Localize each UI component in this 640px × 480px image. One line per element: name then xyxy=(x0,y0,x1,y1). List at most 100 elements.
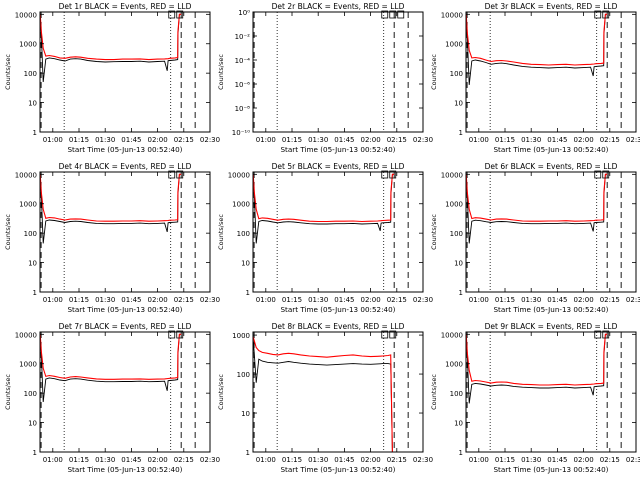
y-tick-label: 100 xyxy=(24,390,37,398)
x-tick-label: 01:00 xyxy=(469,136,489,144)
x-tick-label: 01:30 xyxy=(521,136,541,144)
x-axis-title: Start Time (05-Jun-13 00:52:40) xyxy=(67,145,182,154)
square-marker xyxy=(602,170,610,179)
series-lld-line xyxy=(40,173,182,222)
x-tick-label: 02:30 xyxy=(413,296,433,304)
y-tick-label: 10000 xyxy=(441,11,463,19)
square-marker xyxy=(594,330,602,339)
y-tick-label: 10000 xyxy=(441,171,463,179)
y-tick-label: 1000 xyxy=(232,201,250,209)
y-axis-title: Counts/sec xyxy=(4,54,12,90)
x-tick-label: 02:30 xyxy=(200,136,220,144)
square-marker xyxy=(594,170,602,179)
square-marker xyxy=(168,330,176,339)
x-tick-label: 01:15 xyxy=(69,456,89,464)
x-tick-label: 01:45 xyxy=(121,136,141,144)
x-tick-label: 01:15 xyxy=(282,296,302,304)
y-axis-title: Counts/sec xyxy=(4,374,12,410)
plot-frame xyxy=(252,331,424,453)
x-tick-label: 02:00 xyxy=(574,296,594,304)
series-lld-line xyxy=(40,333,182,380)
plot-frame xyxy=(252,171,424,293)
x-tick-label: 01:45 xyxy=(334,136,354,144)
y-axis-title: Counts/sec xyxy=(430,54,438,90)
x-tick-label: 01:45 xyxy=(121,456,141,464)
x-tick-label: 02:15 xyxy=(387,456,407,464)
x-tick-label: 01:15 xyxy=(282,456,302,464)
y-tick-label: 10⁻¹⁰ xyxy=(232,129,250,137)
series-lld-line xyxy=(253,336,393,452)
y-axis-title: Counts/sec xyxy=(217,54,225,90)
x-tick-label: 01:00 xyxy=(43,296,63,304)
y-tick-label: 1000 xyxy=(19,201,37,209)
x-tick-label: 02:00 xyxy=(148,136,168,144)
x-tick-label: 02:30 xyxy=(413,136,433,144)
x-axis-title: Start Time (05-Jun-13 00:52:40) xyxy=(280,145,395,154)
panel-title: Det 8r BLACK = Events, RED = LLD xyxy=(272,322,405,331)
x-axis-title: Start Time (05-Jun-13 00:52:40) xyxy=(493,465,608,474)
detector-panel-2: 10⁰ 10⁻² 10⁻⁴ 10⁻⁶ 10⁻⁸ 10⁻¹⁰ 01:00 01:15 01:30 0… xyxy=(217,2,433,154)
series-lld-line xyxy=(253,173,395,223)
panel-title: Det 6r BLACK = Events, RED = LLD xyxy=(485,162,618,171)
detector-panel-5: 1 10 100 1000 10000 01:00 01:15 01:30 01:45 02:00… xyxy=(217,162,433,314)
y-tick-label: 10 xyxy=(28,260,37,268)
y-tick-label: 10000 xyxy=(228,171,250,179)
x-tick-label: 01:45 xyxy=(547,136,567,144)
y-tick-label: 1 xyxy=(246,289,250,297)
square-marker xyxy=(389,170,397,179)
x-axis-title: Start Time (05-Jun-13 00:52:40) xyxy=(280,305,395,314)
y-tick-label: 10⁻⁴ xyxy=(235,57,251,65)
x-tick-label: 02:30 xyxy=(200,296,220,304)
series-events-line xyxy=(253,338,393,452)
y-tick-label: 10000 xyxy=(15,171,37,179)
panel-title: Det 2r BLACK = Events, RED = LLD xyxy=(272,2,405,11)
y-tick-label: 100 xyxy=(450,390,463,398)
detector-panel-4: 1 10 100 1000 10000 01:00 01:15 01:30 01:45 02:00… xyxy=(4,162,220,314)
y-tick-label: 10 xyxy=(28,100,37,108)
x-tick-label: 02:15 xyxy=(174,136,194,144)
y-tick-label: 10 xyxy=(454,420,463,428)
y-tick-label: 10000 xyxy=(441,331,463,339)
y-tick-label: 1000 xyxy=(19,361,37,369)
y-tick-label: 10 xyxy=(241,260,250,268)
detector-panel-1: 1 10 100 1000 10000 01:00 01:15 01:30 01:45 02:00… xyxy=(4,2,220,154)
y-tick-label: 10 xyxy=(454,100,463,108)
x-tick-label: 01:00 xyxy=(43,136,63,144)
y-tick-label: 1 xyxy=(246,449,250,457)
y-tick-label: 100 xyxy=(24,230,37,238)
x-tick-label: 02:00 xyxy=(574,136,594,144)
x-tick-label: 02:00 xyxy=(148,296,168,304)
series-events-line xyxy=(253,173,395,244)
y-tick-label: 1 xyxy=(459,289,463,297)
panel-title: Det 5r BLACK = Events, RED = LLD xyxy=(272,162,405,171)
y-axis-title: Counts/sec xyxy=(4,214,12,250)
y-tick-label: 1000 xyxy=(19,41,37,49)
x-axis-title: Start Time (05-Jun-13 00:52:40) xyxy=(493,145,608,154)
square-marker xyxy=(168,170,176,179)
x-tick-label: 02:00 xyxy=(361,296,381,304)
y-tick-label: 100 xyxy=(237,230,250,238)
series-events-line xyxy=(40,13,182,83)
x-tick-label: 02:15 xyxy=(387,136,407,144)
y-axis-title: Counts/sec xyxy=(217,214,225,250)
x-tick-label: 01:45 xyxy=(547,296,567,304)
series-lld-line xyxy=(466,333,608,386)
x-tick-label: 01:45 xyxy=(334,456,354,464)
series-events-line xyxy=(466,13,608,85)
plot-frame xyxy=(39,11,211,133)
plot-frame xyxy=(252,11,424,133)
x-tick-label: 02:30 xyxy=(626,136,640,144)
y-axis-title: Counts/sec xyxy=(430,374,438,410)
x-axis-title: Start Time (05-Jun-13 00:52:40) xyxy=(280,465,395,474)
x-tick-label: 02:30 xyxy=(626,456,640,464)
x-tick-label: 02:15 xyxy=(600,296,620,304)
x-tick-label: 01:15 xyxy=(495,456,515,464)
y-tick-label: 10⁻⁸ xyxy=(235,105,251,113)
x-tick-label: 01:15 xyxy=(69,136,89,144)
series-lld-line xyxy=(466,13,608,66)
detector-panel-8: 1 10 100 1000 01:00 01:15 01:30 01:45 02:00 02:15… xyxy=(217,322,433,474)
x-tick-label: 01:30 xyxy=(95,456,115,464)
x-tick-label: 01:00 xyxy=(256,296,276,304)
x-tick-label: 01:00 xyxy=(256,456,276,464)
x-tick-label: 01:30 xyxy=(95,136,115,144)
